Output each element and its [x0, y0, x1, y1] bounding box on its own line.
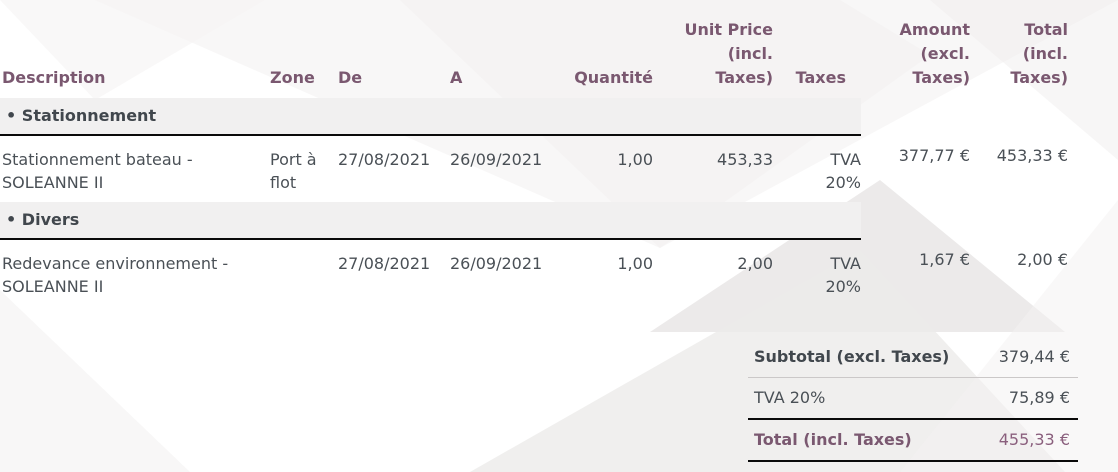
cell-date-from: 27/08/2021	[338, 150, 431, 169]
cell-amount-excl: 377,77 €	[898, 146, 970, 165]
col-header-total-incl: Total (incl. Taxes)	[1010, 20, 1068, 87]
section-row-divers: • Divers	[0, 202, 1068, 240]
cell-zone	[268, 239, 336, 306]
col-header-description: Description	[2, 68, 106, 87]
cell-quantity: 1,00	[617, 150, 653, 169]
tax-row: TVA 20% 75,89 €	[748, 377, 1078, 420]
section-row-spacer	[861, 98, 1068, 135]
cell-unit-price: 2,00	[737, 254, 773, 273]
cell-description: Stationnement bateau - SOLEANNE II	[2, 150, 193, 192]
col-header-taxes: Taxes	[795, 68, 846, 87]
cell-total-incl: 2,00 €	[1017, 250, 1068, 269]
subtotal-value: 379,44 €	[970, 337, 1078, 378]
cell-date-from: 27/08/2021	[338, 254, 431, 273]
col-header-zone: Zone	[270, 68, 315, 87]
grand-total-label: Total (incl. Taxes)	[748, 419, 970, 462]
section-row-spacer	[861, 202, 1068, 239]
line-row-stationnement-bateau: Stationnement bateau - SOLEANNE II Port …	[0, 135, 1068, 202]
cell-taxes: TVA 20%	[825, 150, 861, 192]
invoice-lines-table: Description Zone De A Quantité Unit Pric…	[0, 0, 1068, 306]
section-title: • Stationnement	[0, 98, 861, 136]
line-row-redevance-environnement: Redevance environnement - SOLEANNE II 27…	[0, 239, 1068, 306]
cell-taxes: TVA 20%	[825, 254, 861, 296]
cell-zone: Port à flot	[270, 150, 317, 192]
section-title: • Divers	[0, 202, 861, 240]
tax-value: 75,89 €	[970, 377, 1078, 420]
grand-total-value: 455,33 €	[970, 419, 1078, 462]
cell-amount-excl: 1,67 €	[919, 250, 970, 269]
cell-description: Redevance environnement - SOLEANNE II	[2, 254, 229, 296]
subtotal-label: Subtotal (excl. Taxes)	[748, 337, 970, 378]
grand-total-row: Total (incl. Taxes) 455,33 €	[748, 419, 1078, 462]
section-row-stationnement: • Stationnement	[0, 98, 1068, 136]
cell-quantity: 1,00	[617, 254, 653, 273]
cell-total-incl: 453,33 €	[996, 146, 1068, 165]
cell-date-to: 26/09/2021	[450, 254, 543, 273]
col-header-a: A	[450, 68, 463, 87]
cell-date-to: 26/09/2021	[450, 150, 543, 169]
tax-label: TVA 20%	[748, 377, 970, 420]
cell-unit-price: 453,33	[717, 150, 773, 169]
col-header-quantite: Quantité	[574, 68, 653, 87]
subtotal-row: Subtotal (excl. Taxes) 379,44 €	[748, 337, 1078, 378]
col-header-de: De	[338, 68, 363, 87]
table-header-row: Description Zone De A Quantité Unit Pric…	[0, 0, 1068, 98]
totals-table: Subtotal (excl. Taxes) 379,44 € TVA 20% …	[748, 337, 1078, 462]
col-header-amount-excl: Amount (excl. Taxes)	[899, 20, 970, 87]
col-header-unit-price: Unit Price (incl. Taxes)	[684, 20, 773, 87]
